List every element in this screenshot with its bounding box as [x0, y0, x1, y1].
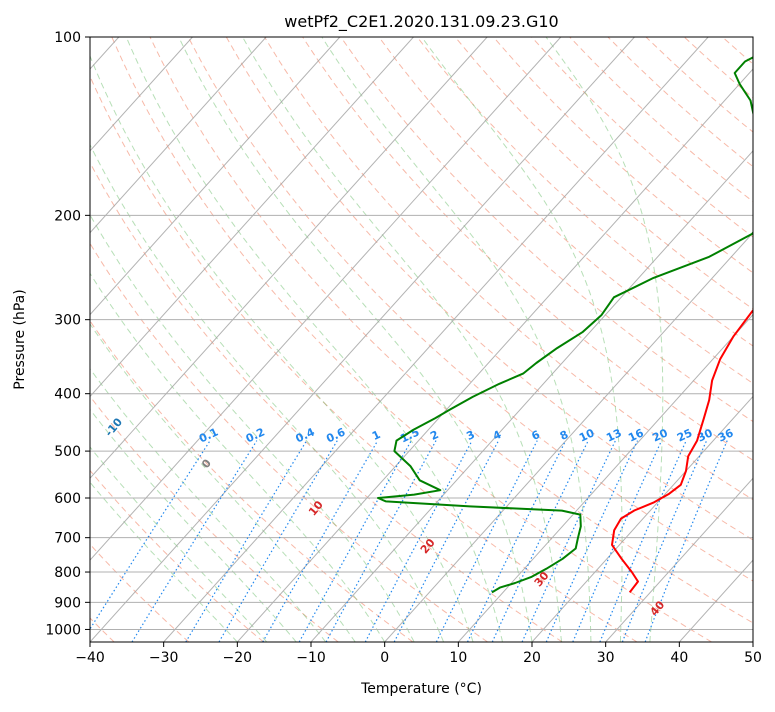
isotherm — [679, 37, 775, 642]
x-axis-label: Temperature (°C) — [360, 681, 482, 697]
mixing-ratio-label: 20 — [650, 426, 670, 444]
x-tick-label: 20 — [523, 650, 541, 666]
mixing-ratio-label: 36 — [716, 426, 736, 444]
x-tick-label: −20 — [223, 650, 253, 666]
y-tick-label: 500 — [54, 444, 81, 460]
y-tick-label: 800 — [54, 565, 81, 581]
isotherm — [532, 37, 775, 642]
dry-adiabat — [265, 37, 775, 642]
y-tick-label: 900 — [54, 595, 81, 611]
moist-adiabat — [243, 37, 562, 642]
mixing-ratio-label: 0.4 — [294, 425, 317, 445]
moist-adiabat — [0, 37, 326, 642]
dry-adiabat — [0, 37, 338, 642]
isotherm — [0, 37, 487, 642]
dry-adiabat — [532, 37, 775, 642]
y-tick-label: 200 — [54, 208, 81, 224]
dry-adiabat — [0, 37, 264, 642]
dry-adiabat — [608, 37, 775, 642]
moist-adiabat — [46, 37, 444, 642]
x-tick-label: −30 — [149, 650, 179, 666]
mixing-ratio-line — [299, 441, 411, 642]
dry-adiabat — [0, 37, 488, 642]
mixing-ratio-line — [219, 441, 337, 642]
mixing-ratio-line — [263, 441, 378, 642]
dry-adiabat — [226, 37, 775, 642]
y-tick-label: 700 — [54, 531, 81, 547]
mixing-ratio-label: 25 — [675, 426, 694, 444]
isotherm — [0, 37, 266, 642]
dry-adiabat-label: 20 — [418, 536, 438, 556]
moist-adiabat — [0, 37, 296, 642]
x-tick-label: −10 — [296, 650, 326, 666]
moist-adiabat — [0, 37, 355, 642]
y-tick-label: 600 — [54, 491, 81, 507]
moist-adiabat — [0, 37, 267, 642]
mixing-ratio-line — [492, 441, 588, 642]
x-tick-label: 30 — [597, 650, 615, 666]
moist-adiabat — [0, 37, 237, 642]
adiabat-labels: 0.10.20.40.611.52346810131620253036-100-… — [0, 20, 736, 619]
isotherm — [90, 37, 635, 642]
x-tick-label: 50 — [744, 650, 762, 666]
dry-adiabat — [150, 37, 775, 642]
mixing-ratio-label: 13 — [604, 426, 623, 444]
dry-adiabat — [379, 37, 775, 642]
dry-adiabat — [646, 37, 775, 642]
x-tick-label: −40 — [75, 650, 105, 666]
background-grid — [0, 37, 775, 642]
mixing-ratio-line — [522, 441, 615, 642]
mixing-ratio-line — [546, 441, 637, 642]
y-tick-label: 300 — [54, 313, 81, 329]
dry-adiabat — [684, 37, 775, 642]
mixing-ratio-label: 16 — [626, 426, 646, 444]
y-tick-label: 100 — [54, 30, 81, 46]
moist-adiabat — [546, 37, 663, 642]
mixing-ratio-label: 8 — [558, 428, 570, 443]
isotherm — [16, 37, 561, 642]
y-tick-label: 400 — [54, 387, 81, 403]
x-tick-label: 10 — [449, 650, 467, 666]
profile-lines — [378, 36, 775, 593]
dry-adiabat — [417, 37, 775, 642]
mixing-ratio-label: 1 — [370, 428, 382, 443]
mixing-ratio-label: 10 — [577, 426, 597, 444]
isotherm — [0, 37, 414, 642]
mixing-ratio-line — [394, 441, 498, 642]
dry-adiabat — [761, 37, 775, 642]
dry-adiabat-label: 40 — [647, 598, 667, 618]
mixing-ratio-label: 0.6 — [324, 425, 347, 445]
mixing-ratio-line — [622, 441, 706, 642]
dry-adiabat — [0, 37, 189, 642]
mixing-ratio-label: 2 — [428, 428, 440, 443]
isotherm — [164, 37, 709, 642]
y-tick-label: 1000 — [45, 622, 81, 638]
dry-adiabat-label: -10 — [102, 415, 125, 439]
x-tick-label: 40 — [670, 650, 688, 666]
dewpoint-line — [378, 36, 775, 593]
isotherm — [385, 37, 775, 642]
temperature-line — [612, 37, 775, 592]
x-tick-label: 0 — [380, 650, 389, 666]
dry-adiabat — [455, 37, 775, 642]
mixing-ratio-label: 0.1 — [197, 425, 220, 445]
dry-adiabat-label: 10 — [306, 498, 326, 518]
chart-title: wetPf2_C2E1.2020.131.09.23.G10 — [284, 12, 558, 32]
mixing-ratio-label: 0.2 — [244, 425, 267, 445]
isotherm — [753, 37, 775, 642]
mixing-ratio-label: 6 — [530, 428, 543, 443]
y-axis-label: Pressure (hPa) — [12, 289, 28, 389]
dry-adiabat — [0, 37, 413, 642]
